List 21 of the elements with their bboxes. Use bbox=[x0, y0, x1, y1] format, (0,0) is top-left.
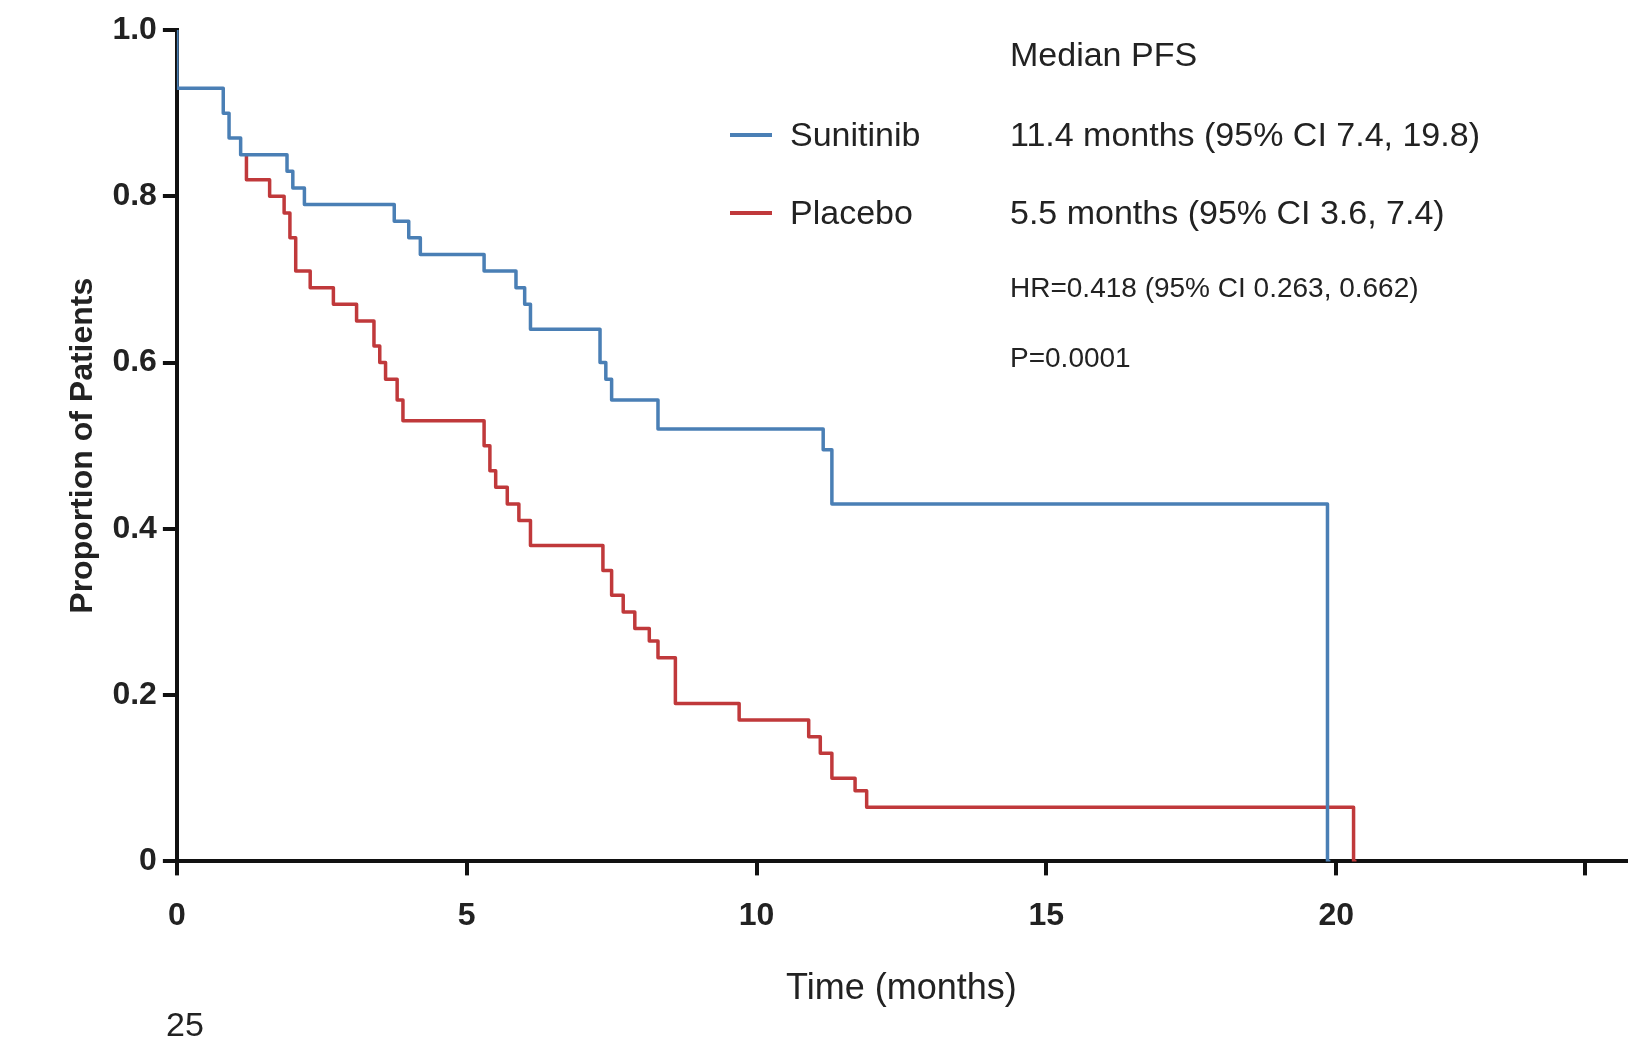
legend-label: Placebo bbox=[790, 193, 913, 232]
x-tick-label: 10 bbox=[738, 896, 775, 933]
y-axis-title: Proportion of Patients bbox=[63, 277, 100, 614]
annotation: 5.5 months (95% CI 3.6, 7.4) bbox=[1010, 193, 1445, 232]
y-tick-label: 0.2 bbox=[112, 674, 157, 711]
x-axis-title: Time (months) bbox=[786, 966, 1017, 1008]
y-tick-label: 0 bbox=[139, 841, 157, 878]
annotation: Median PFS bbox=[1010, 35, 1198, 74]
x-tick-label: 5 bbox=[457, 896, 476, 933]
x-tick-label: 15 bbox=[1028, 896, 1065, 933]
annotation: 11.4 months (95% CI 7.4, 19.8) bbox=[1010, 115, 1480, 154]
y-tick-label: 0.8 bbox=[112, 176, 157, 213]
annotation: P=0.0001 bbox=[1010, 342, 1131, 374]
y-tick-label: 0.6 bbox=[112, 342, 157, 379]
annotation: HR=0.418 (95% CI 0.263, 0.662) bbox=[1010, 272, 1419, 304]
text: 25 bbox=[166, 1005, 204, 1044]
y-tick-label: 1.0 bbox=[112, 9, 157, 46]
y-tick-label: 0.4 bbox=[112, 508, 158, 545]
legend-label: Sunitinib bbox=[790, 115, 921, 154]
x-tick-label: 20 bbox=[1318, 896, 1354, 933]
x-tick-label: 0 bbox=[167, 896, 186, 933]
